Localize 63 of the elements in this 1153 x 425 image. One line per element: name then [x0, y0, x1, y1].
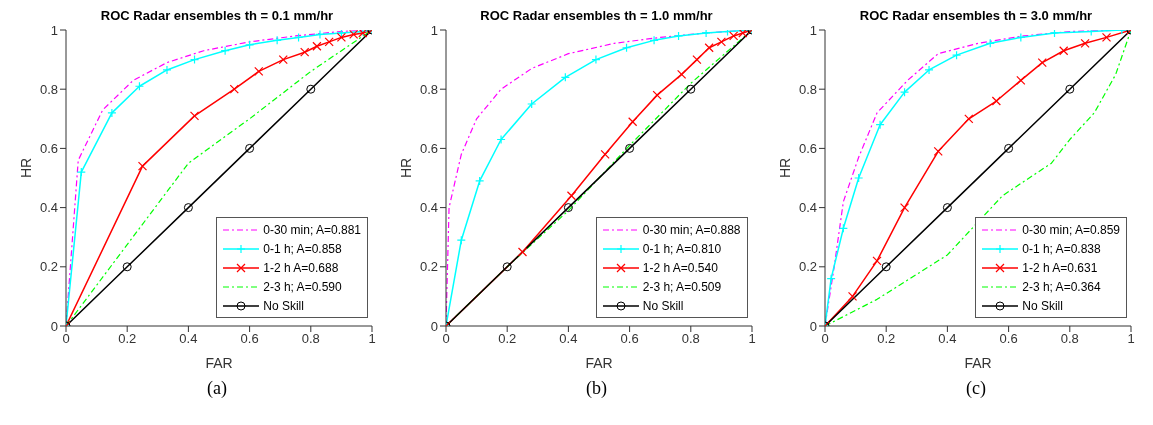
x-tick-label: 1: [747, 331, 756, 347]
x-tick-label: 0: [62, 331, 70, 347]
legend-label: 0-1 h; A=0.810: [642, 241, 722, 256]
x-tick-label: 0.4: [558, 331, 577, 347]
y-tick-label: 0.8: [39, 81, 58, 97]
x-tick-label: 1: [1127, 331, 1135, 347]
legend-label: No Skill: [1022, 298, 1063, 313]
legend-label: 2-3 h; A=0.590: [263, 279, 342, 294]
x-tick-label: 0.8: [301, 331, 320, 347]
text: (a): [207, 378, 227, 399]
x-tick-label: 0.8: [681, 331, 700, 347]
x-tick-label: 1: [368, 331, 376, 347]
x-tick-label: 0.6: [240, 331, 259, 347]
y-tick-label: 0: [809, 318, 817, 334]
text: (c): [966, 378, 986, 399]
y-tick-label: 0: [50, 318, 58, 334]
y-axis-title: HR: [17, 157, 34, 178]
legend-label: 0-30 min; A=0.859: [1022, 222, 1120, 237]
y-tick-label: 0.8: [419, 81, 438, 97]
x-tick-label: 0.4: [938, 331, 957, 347]
y-tick-label: 1: [50, 22, 58, 38]
y-tick-label: 1: [809, 22, 817, 38]
legend-label: No Skill: [642, 298, 684, 313]
legend-label: 1-2 h A=0.540: [642, 260, 718, 275]
y-tick-label: 0.2: [419, 259, 438, 275]
legend-label: 2-3 h; A=0.364: [1022, 279, 1101, 294]
y-tick-label: 0.6: [419, 141, 438, 157]
y-tick-label: 0.4: [798, 200, 817, 216]
legend-label: 1-2 h A=0.631: [1022, 260, 1098, 275]
x-axis-title: FAR: [964, 355, 992, 371]
y-tick-label: 1: [430, 22, 438, 38]
x-tick-label: 0.2: [118, 331, 137, 347]
text: (b): [586, 378, 607, 399]
x-tick-label: 0.2: [497, 331, 516, 347]
x-tick-label: 0.2: [877, 331, 896, 347]
chart-title: ROC Radar ensembles th = 3.0 mm/hr: [859, 8, 1093, 24]
legend-label: 1-2 h A=0.688: [263, 260, 339, 275]
x-tick-label: 0: [821, 331, 829, 347]
x-tick-label: 0.6: [999, 331, 1018, 347]
x-tick-label: 0.8: [1060, 331, 1079, 347]
legend-label: 0-30 min; A=0.881: [263, 222, 361, 237]
chart-title: ROC Radar ensembles th = 0.1 mm/hr: [100, 8, 334, 24]
chart-title: ROC Radar ensembles th = 1.0 mm/hr: [480, 8, 713, 24]
legend-label: 0-30 min; A=0.888: [642, 222, 741, 237]
y-tick-label: 0.2: [798, 259, 817, 275]
y-tick-label: 0.4: [419, 200, 438, 216]
x-tick-label: 0.6: [620, 331, 639, 347]
y-tick-label: 0.8: [798, 81, 817, 97]
y-axis-title: HR: [397, 157, 414, 178]
x-tick-label: 0: [441, 331, 450, 347]
legend-label: No Skill: [263, 298, 304, 313]
y-tick-label: 0: [430, 318, 438, 334]
y-tick-label: 0.4: [39, 200, 58, 216]
x-axis-title: FAR: [205, 355, 233, 371]
y-tick-label: 0.2: [39, 259, 58, 275]
legend-label: 2-3 h; A=0.509: [642, 279, 722, 294]
y-axis-title: HR: [776, 157, 793, 178]
legend-label: 0-1 h; A=0.838: [1022, 241, 1101, 256]
y-tick-label: 0.6: [798, 141, 817, 157]
y-tick-label: 0.6: [39, 141, 58, 157]
x-axis-title: FAR: [584, 355, 613, 371]
x-tick-label: 0.4: [179, 331, 198, 347]
legend-label: 0-1 h; A=0.858: [263, 241, 342, 256]
